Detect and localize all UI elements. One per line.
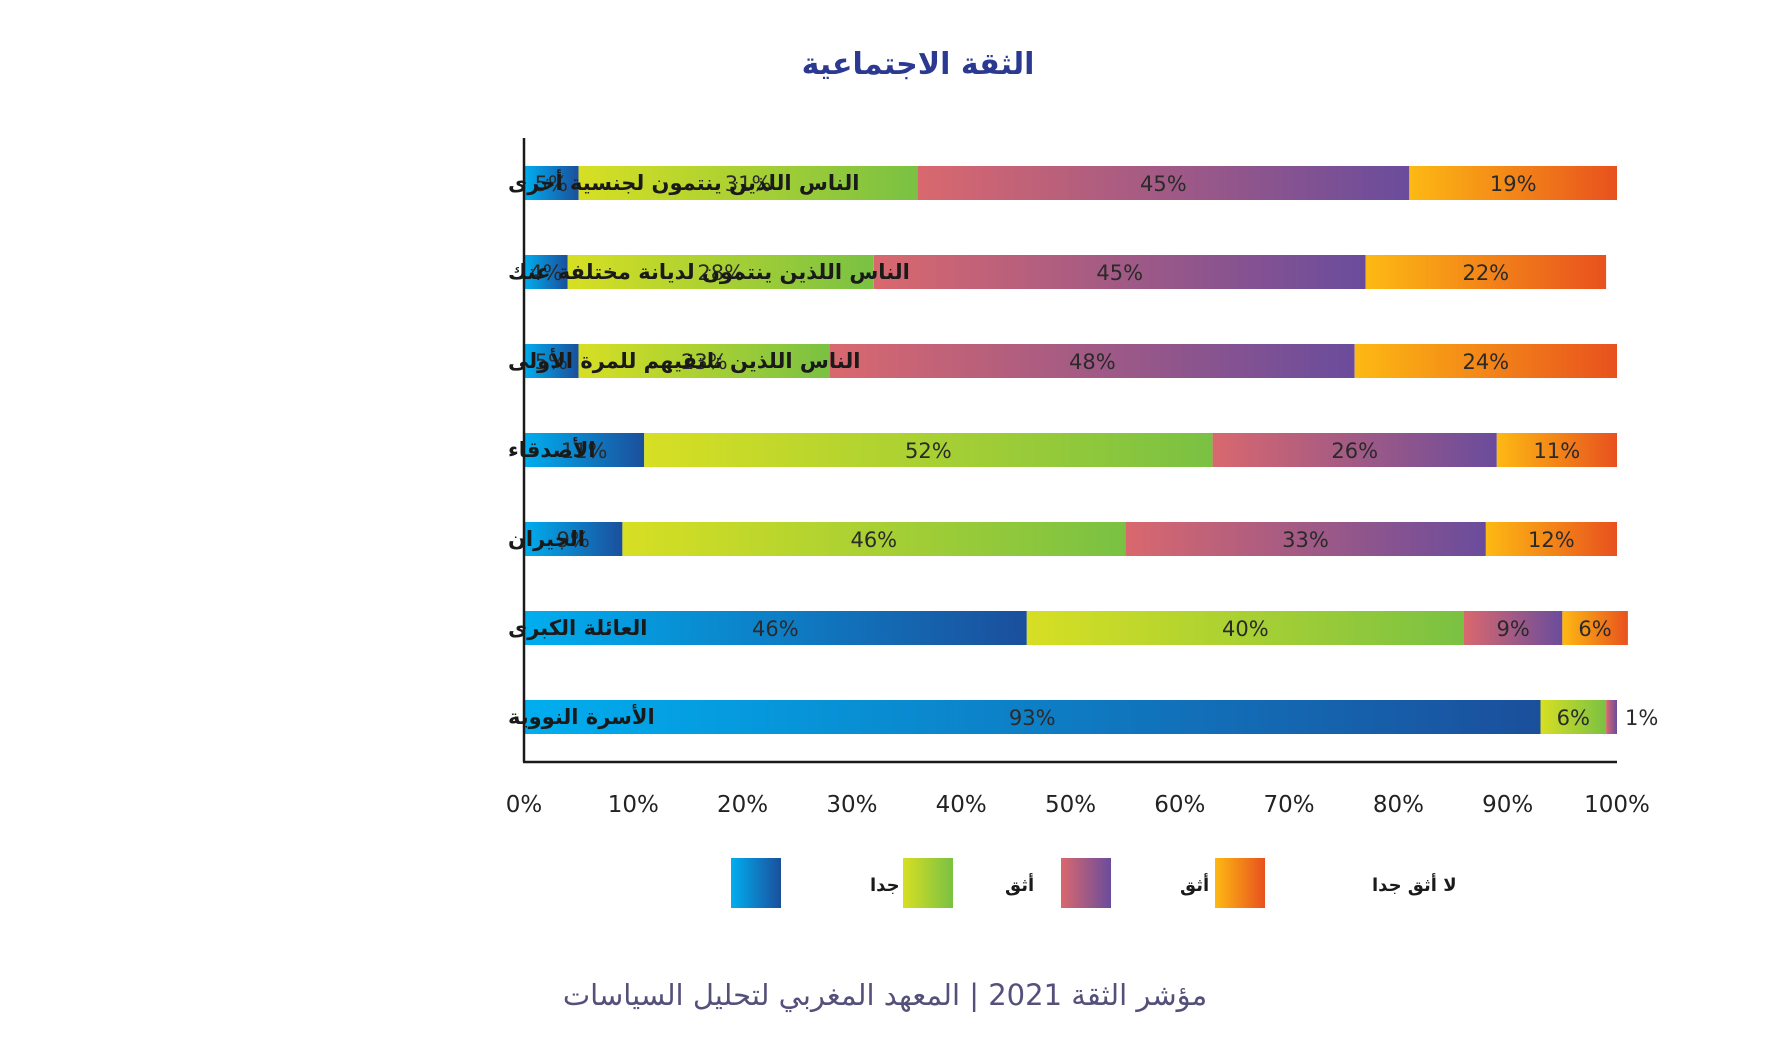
bar-segment [1212,433,1497,467]
x-tick-labels: 0% 10% 20% 30% 40% 50% 60% 70% 80% 90% 100% [506,792,1650,818]
data-label: 12% [1528,528,1575,552]
x-tick-label: 50% [1045,792,1096,818]
data-label: 6% [1557,706,1590,730]
x-tick-label: 100% [1584,792,1650,818]
data-label: 26% [1331,439,1378,463]
data-label: 28% [697,261,744,285]
bar-segment [917,166,1410,200]
bar-segment [567,255,874,289]
data-label: 6% [1578,617,1611,641]
data-label: 31% [725,172,772,196]
data-label: 9% [557,528,590,552]
bar-segment [1485,522,1617,556]
x-tick-label: 20% [717,792,768,818]
legend-label: لا أثق جدا [1372,873,1457,896]
legend-swatch [1215,858,1265,908]
category-label: العائلة الكبرى [508,616,648,640]
data-label: 52% [905,439,952,463]
data-label: 40% [1222,617,1269,641]
bars-group: 5% 31% 45% 19% 4% 28% 45% 22% 5% 23% 48% 24% 11% 52% 2… [524,166,1658,734]
data-label: 93% [1009,706,1056,730]
bar-segment [1026,611,1464,645]
bar-segment [622,522,1126,556]
data-label: 4% [529,261,562,285]
category-label: الجيران [508,527,585,551]
category-labels: الناس اللذين ينتمون لجنسية أخرى الناس الل… [508,168,910,729]
x-tick-label: 60% [1154,792,1205,818]
bar-segment [1606,700,1617,734]
bar-segment [524,344,579,378]
bar-segment [578,166,918,200]
data-label: 23% [681,350,728,374]
bar-segment [830,344,1355,378]
x-tick-label: 30% [826,792,877,818]
bar-segment [1409,166,1617,200]
category-label: الناس اللذين تلتقيهم للمرة الأولى [508,347,860,373]
data-label: 5% [535,350,568,374]
data-label: 5% [535,172,568,196]
data-label: 11% [1534,439,1581,463]
data-label: 45% [1096,261,1143,285]
category-label: الأسرة النووية [508,703,655,729]
x-tick-label: 70% [1264,792,1315,818]
data-label: 11% [561,439,608,463]
data-label: 22% [1462,261,1509,285]
x-tick-label: 80% [1373,792,1424,818]
data-label: 1% [1625,706,1658,730]
bar-segment [524,700,1541,734]
bar-segment [524,433,645,467]
data-label: 19% [1490,172,1537,196]
data-label: 45% [1140,172,1187,196]
category-label: الأصدقاء [508,436,596,462]
bar-segment [1354,344,1617,378]
legend: أثق جدا أثق لا أثق لا أثق جدا [731,858,1457,908]
bar-segment [524,611,1027,645]
x-tick-label: 40% [936,792,987,818]
bar-segment [1562,611,1628,645]
data-label: 46% [752,617,799,641]
bar-segment [644,433,1213,467]
legend-label: أثق [1005,873,1034,896]
legend-swatch [903,858,953,908]
axes [522,138,1617,764]
chart-title: الثقة الاجتماعية [802,47,1035,82]
legend-swatch [731,858,781,908]
data-label: 48% [1069,350,1116,374]
bar-segment [1496,433,1617,467]
bar-segment [1464,611,1563,645]
x-tick-label: 10% [608,792,659,818]
x-tick-label: 90% [1482,792,1533,818]
bar-segment [873,255,1366,289]
bar-segment [578,344,830,378]
data-label: 33% [1282,528,1329,552]
bar-segment [524,522,623,556]
category-label: الناس اللذين ينتمون لديانة مختلفة عنك [508,260,910,284]
bar-segment [1540,700,1607,734]
data-label: 46% [850,528,897,552]
footer-text: مؤشر الثقة 2021 | المعهد المغربي لتحليل … [563,978,1207,1013]
data-label: 9% [1497,617,1530,641]
data-label: 24% [1462,350,1509,374]
bar-segment [524,166,579,200]
bar-segment [1125,522,1486,556]
legend-swatch [1061,858,1111,908]
category-label: الناس اللذين ينتمون لجنسية أخرى [508,168,859,195]
x-tick-label: 0% [506,792,543,818]
bar-segment [524,255,568,289]
bar-segment [1365,255,1607,289]
